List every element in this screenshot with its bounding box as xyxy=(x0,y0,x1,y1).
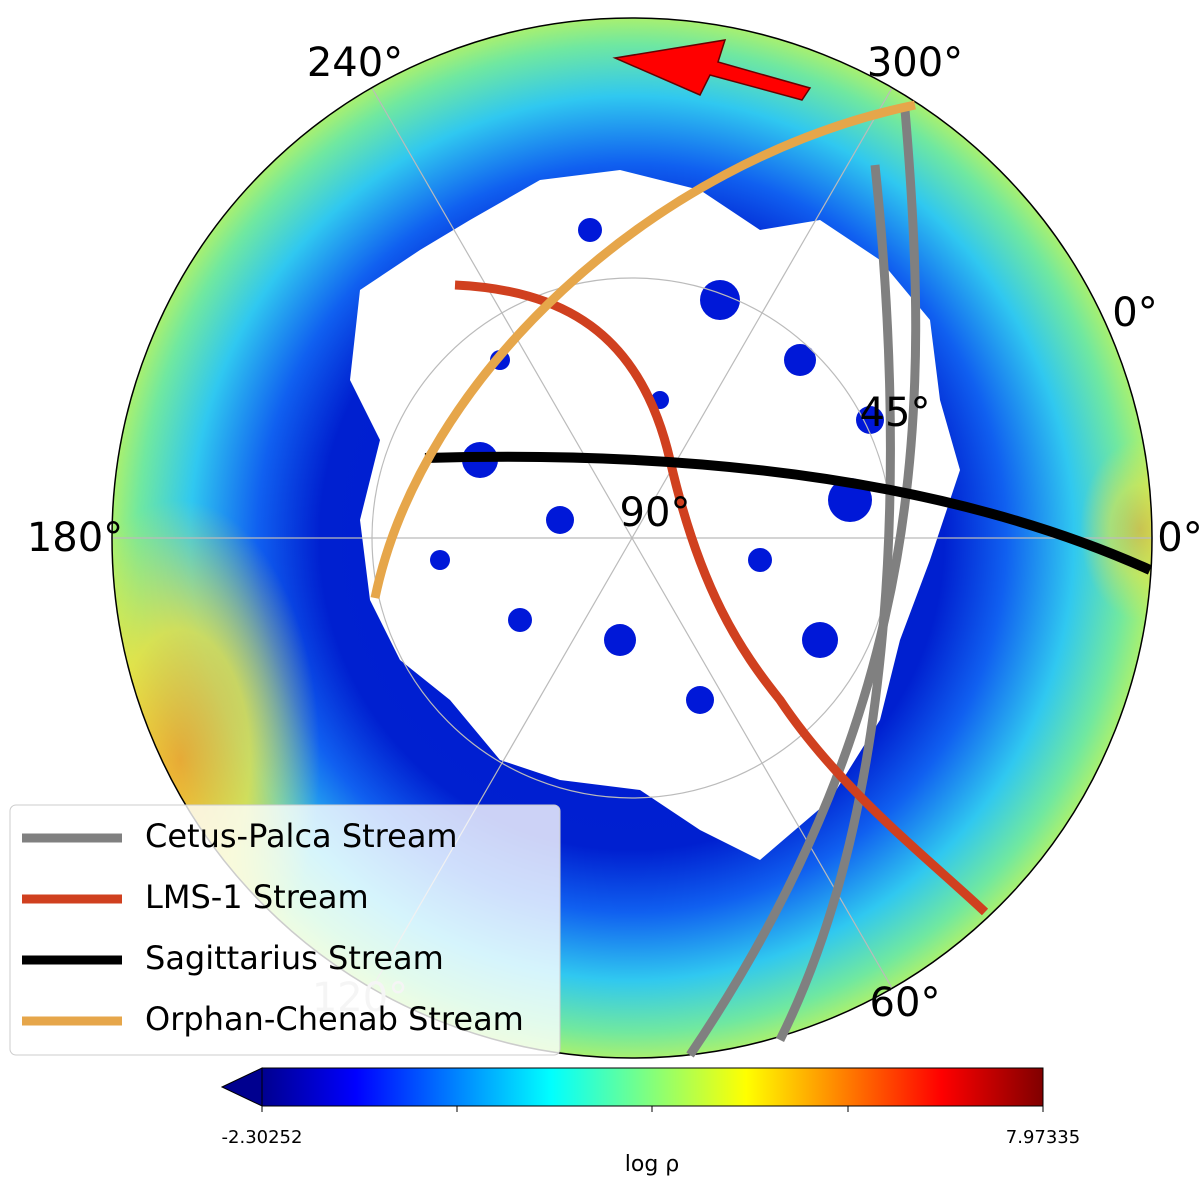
colorbar-ticks xyxy=(261,1106,1044,1112)
angle-label: 240° xyxy=(307,40,403,86)
colorbar-max: 7.97335 xyxy=(1006,1127,1080,1148)
angle-label: 300° xyxy=(867,40,963,86)
legend-label: Cetus-Palca Stream xyxy=(145,817,458,855)
legend-label: Sagittarius Stream xyxy=(145,939,444,977)
colorbar-label: log ρ xyxy=(625,1152,680,1177)
map-border xyxy=(111,17,1153,1059)
legend-label: LMS-1 Stream xyxy=(145,878,369,916)
colorbar-min: -2.30252 xyxy=(222,1127,303,1148)
direction-arrow xyxy=(612,39,812,101)
legend-label: Orphan-Chenab Stream xyxy=(145,1000,524,1038)
angle-label: 45° xyxy=(860,390,931,436)
legend-box xyxy=(9,804,561,1056)
angle-label: 60° xyxy=(870,980,941,1026)
colorbar-extension xyxy=(220,1067,263,1107)
angle-label: 180° xyxy=(27,515,123,561)
colorbar xyxy=(261,1067,1044,1107)
angle-label: 0° xyxy=(1157,515,1200,561)
angle-label: 90° xyxy=(620,490,691,536)
angle-label: 0° xyxy=(1112,290,1157,336)
streams xyxy=(370,100,1153,1058)
legend: Cetus-Palca Stream LMS-1 Stream Sagittariu… xyxy=(22,817,524,1038)
